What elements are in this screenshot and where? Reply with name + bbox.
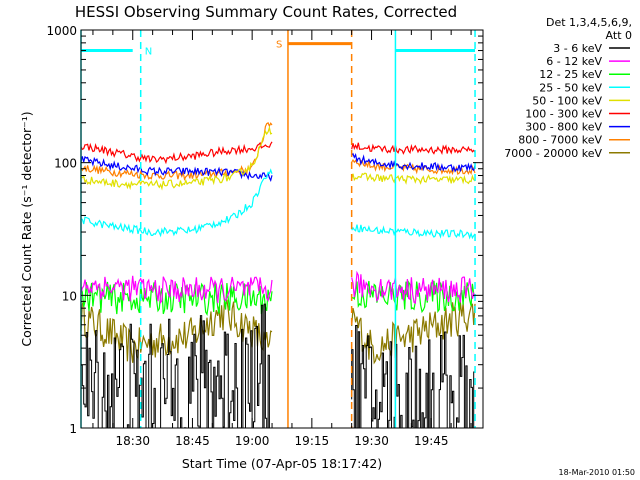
legend-label-6: 100 - 300 keV	[525, 108, 602, 121]
chart-title: HESSI Observing Summary Count Rates, Cor…	[75, 3, 457, 21]
series-6-line-seg-1	[80, 141, 273, 165]
series-5-line-seg-1	[80, 125, 273, 191]
legend-header-line-1: Det 1,3,4,5,6,9,	[546, 16, 632, 29]
x-tick-label-4: 19:15	[295, 434, 330, 448]
series-9-line-seg-1	[80, 299, 273, 363]
plot-content: NS	[80, 30, 476, 429]
series-9-line-seg-2	[351, 302, 476, 365]
axes: 1 10 100 1000 18:30 18:45 19:00 19:15 19:30 19:45	[46, 24, 483, 448]
plot-frame	[80, 29, 484, 429]
annotation-label-1: N	[145, 47, 152, 58]
series-2-line-seg-1	[80, 275, 273, 305]
series-4-line-seg-2	[351, 224, 476, 240]
y-tick-label-0: 1	[69, 422, 77, 436]
annotation-label-2: S	[276, 40, 282, 51]
legend-label-7: 300 - 800 keV	[525, 121, 602, 134]
legend-label-2: 6 - 12 keV	[546, 55, 602, 68]
series-7	[80, 152, 476, 182]
x-tick-label-1: 18:30	[115, 434, 150, 448]
legend-label-3: 12 - 25 keV	[539, 68, 602, 81]
legend-label-5: 50 - 100 keV	[532, 94, 602, 107]
legend-header-line-2: Att 0	[606, 29, 632, 42]
x-tick-label-6: 19:45	[414, 434, 449, 448]
legend-label-4: 25 - 50 keV	[539, 81, 602, 94]
x-tick-label-2: 18:45	[175, 434, 210, 448]
series-6-line-seg-2	[351, 142, 476, 155]
x-axis-label: Start Time (07-Apr-05 18:17:42)	[182, 456, 382, 471]
series-1-line-seg-2	[351, 325, 475, 429]
series-2	[80, 270, 476, 305]
series-5	[80, 125, 476, 191]
y-tick-label-1: 10	[62, 289, 77, 303]
y-axis-label: Corrected Count Rate (s⁻¹ detector⁻¹)	[19, 111, 34, 346]
y-tick-label-3: 1000	[46, 24, 77, 38]
series-4-line-seg-1	[80, 168, 273, 238]
x-tick-label-3: 19:00	[235, 434, 270, 448]
y-tick-label-2: 100	[54, 157, 77, 171]
footer-timestamp: 18-Mar-2010 01:50	[559, 468, 636, 477]
x-tick-label-5: 19:30	[354, 434, 389, 448]
series-7-line-seg-2	[351, 152, 476, 173]
series-4	[80, 168, 476, 240]
legend-label-9: 7000 - 20000 keV	[504, 147, 602, 160]
series-6	[80, 141, 476, 165]
series-7-line-seg-1	[80, 155, 273, 182]
legend-label-8: 800 - 7000 keV	[518, 134, 602, 147]
series-3-line-seg-2	[351, 280, 476, 314]
legend-label-1: 3 - 6 keV	[553, 42, 602, 55]
series-2-line-seg-2	[351, 270, 476, 305]
series-5-line-seg-2	[351, 172, 476, 185]
